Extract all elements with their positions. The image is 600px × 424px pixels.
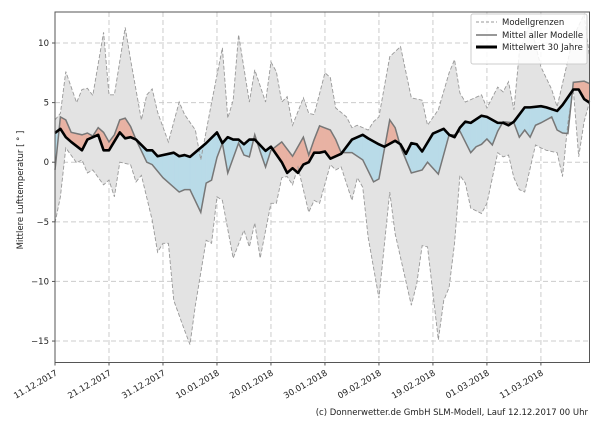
anomaly-fill-cold [475,115,482,148]
anomaly-fill-cold [373,141,380,183]
x-tick-label: 19.02.2018 [390,368,437,401]
y-axis: 10 5 0 −5 −10 −15 [31,39,55,347]
climate-mean-line [54,88,591,175]
anomaly-fill-cold [432,130,439,175]
anomaly-fill-cold [173,152,180,193]
model-range-area [55,14,590,345]
upper-limit-line [54,12,590,160]
x-tick-label: 20.01.2018 [228,368,275,401]
plot-frame [54,11,590,363]
y-tick-label: −15 [31,337,49,347]
x-axis: 11.12.2017 21.12.2017 31.12.2017 10.01.2018… [12,362,545,401]
model-range-band [55,14,590,345]
x-tick-label: 30.01.2018 [282,368,329,401]
legend-label-limits: Modellgrenzen [502,18,564,28]
x-tick-label: 01.03.2018 [444,368,491,401]
x-tick-label: 11.12.2017 [12,368,59,401]
y-tick-label: −10 [31,277,49,287]
copyright-footer: (c) Donnerwetter.de GmbH SLM-Modell, Lau… [316,408,589,418]
anomaly-fill-cold [205,137,212,184]
x-tick-label: 31.12.2017 [120,368,167,401]
y-axis-label: Mittlere Lufttemperatur [ ° ] [16,131,26,250]
y-tick-label: 5 [44,99,49,109]
lower-limit-line [54,89,590,345]
legend-box [470,13,588,65]
y-tick-label: −5 [36,218,49,228]
x-tick-label: 10.01.2018 [174,368,221,401]
model-mean-line [54,80,590,215]
y-tick-label: 0 [44,158,49,168]
legend: Modellgrenzen Mittel aller Modelle Mitte… [470,13,588,65]
x-tick-label: 09.02.2018 [336,368,383,401]
anomaly-fill-cold [411,142,417,174]
legend-label-model-mean: Mittel aller Modelle [502,31,583,41]
anomaly-fill-cold [178,154,185,193]
anomaly-fill-cold [184,154,191,190]
y-tick-label: 10 [38,39,49,49]
legend-label-climate: Mittelwert 30 Jahre [502,43,583,53]
series-lines [54,12,591,345]
anomaly-fill-warm [319,125,326,153]
x-tick-label: 21.12.2017 [66,368,113,401]
anomaly-fill-cold [168,152,174,188]
x-tick-label: 11.03.2018 [498,368,545,401]
anomaly-fill-cold [535,105,542,126]
